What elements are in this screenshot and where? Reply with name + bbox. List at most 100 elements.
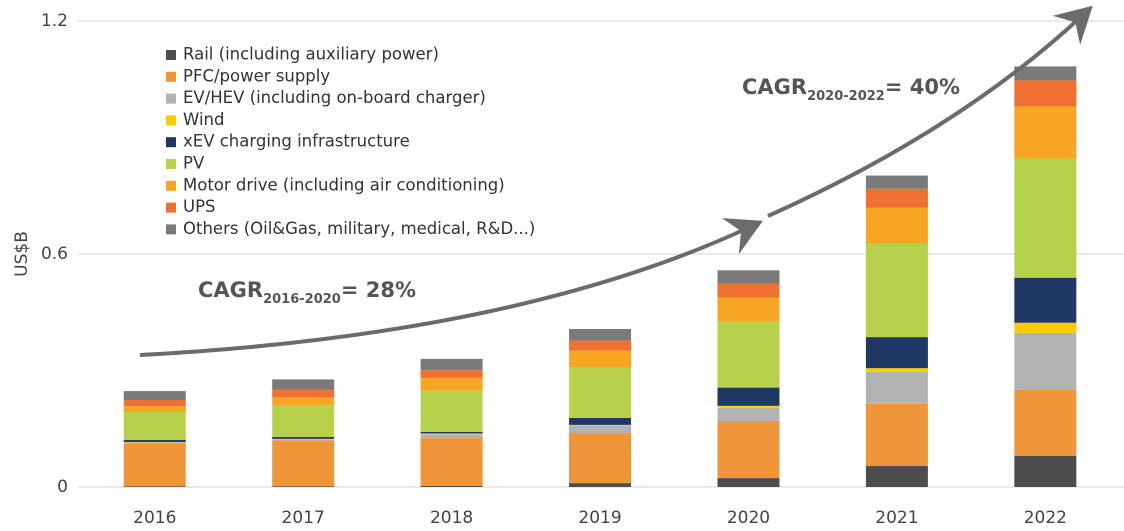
- bar-segment: [420, 358, 483, 371]
- bar-segment: [865, 403, 928, 467]
- legend-swatch: [166, 224, 176, 235]
- bar-segment: [1014, 322, 1077, 333]
- bar-segment: [569, 350, 632, 368]
- annotation: CAGR2020-2022= 40%: [742, 75, 960, 104]
- bar-segment: [569, 426, 632, 434]
- bar-segment: [717, 478, 780, 487]
- bar-segment: [123, 486, 186, 487]
- bar-segment: [717, 297, 780, 322]
- legend-swatch: [166, 202, 176, 213]
- annotation-part: = 28%: [341, 278, 416, 302]
- bar-segment: [123, 391, 186, 401]
- legend-label: UPS: [183, 197, 216, 216]
- bar-segment: [1014, 455, 1077, 487]
- legend-swatch: [166, 137, 176, 148]
- bar-segment: [865, 337, 928, 369]
- bar-segment: [569, 424, 632, 427]
- x-tick-label: 2021: [875, 508, 918, 528]
- bar-segment: [123, 440, 186, 442]
- bar-segment: [123, 442, 186, 444]
- bar-segment: [272, 397, 335, 406]
- bar-segment: [569, 483, 632, 487]
- bar-segment: [865, 372, 928, 404]
- x-tick-label: 2022: [1024, 508, 1067, 528]
- bar-segment: [865, 207, 928, 244]
- bar-segment: [420, 434, 483, 439]
- legend-label: Motor drive (including air conditioning): [183, 175, 505, 194]
- bar-segment: [1014, 277, 1077, 323]
- bar-segment: [865, 466, 928, 487]
- bar-segment: [1014, 106, 1077, 159]
- bar-segment: [420, 433, 483, 435]
- trend-arrow: [139, 218, 763, 357]
- x-tick-label: 2020: [727, 508, 770, 528]
- bar-segment: [717, 270, 780, 284]
- bar-segment: [272, 405, 335, 437]
- bar-segment: [123, 406, 186, 413]
- bar-segment: [1014, 332, 1077, 390]
- y-axis-label: US$B: [12, 231, 32, 277]
- bar-segment: [569, 328, 632, 341]
- legend-label: Rail (including auxiliary power): [183, 45, 439, 64]
- bar-segment: [569, 367, 632, 418]
- bar-segment: [272, 440, 335, 487]
- y-tick-label: 0.6: [41, 244, 68, 264]
- bar-segment: [569, 417, 632, 425]
- bar-segment: [420, 438, 483, 486]
- y-tick-label: 0: [57, 477, 68, 497]
- bar-segment: [272, 436, 335, 439]
- bar-segment: [717, 321, 780, 388]
- bar-segment: [420, 377, 483, 391]
- x-tick-label: 2016: [133, 508, 176, 528]
- trend-arrow: [767, 5, 1093, 218]
- bar-segment: [420, 370, 483, 378]
- bar-segment: [569, 340, 632, 351]
- legend-swatch: [166, 180, 176, 191]
- bar-segment: [1014, 158, 1077, 278]
- bar-segment: [865, 175, 928, 189]
- bar-segment: [865, 188, 928, 208]
- annotation-part: CAGR: [742, 75, 807, 99]
- legend-swatch: [166, 93, 176, 104]
- x-tick-label: 2019: [578, 508, 621, 528]
- bar-segment: [717, 283, 780, 298]
- legend-label: Others (Oil&Gas, military, medical, R&D.…: [183, 219, 535, 238]
- annotation-part: 2020-2022: [807, 89, 885, 104]
- bar-segment: [123, 412, 186, 441]
- bar-segment: [1014, 389, 1077, 456]
- legend-label: PFC/power supply: [183, 66, 330, 85]
- legend-swatch: [166, 115, 176, 126]
- bar-segment: [272, 379, 335, 390]
- legend-swatch: [166, 50, 176, 60]
- legend-label: PV: [183, 154, 205, 173]
- bar-segment: [1014, 80, 1077, 107]
- legend-label: EV/HEV (including on-board charger): [183, 88, 486, 107]
- bar-segment: [865, 368, 928, 373]
- bar-segment: [123, 443, 186, 487]
- bar-segment: [272, 439, 335, 441]
- bar-segment: [569, 433, 632, 484]
- bar-segment: [420, 390, 483, 432]
- bar-segment: [123, 400, 186, 407]
- bar-segment: [420, 431, 483, 434]
- legend-label: xEV charging infrastructure: [183, 132, 410, 151]
- bar-segment: [420, 485, 483, 487]
- y-tick-label: 1.2: [41, 11, 68, 31]
- bar-segment: [717, 405, 780, 408]
- legend-swatch: [166, 159, 176, 169]
- annotation-part: CAGR: [198, 278, 263, 302]
- legend-swatch: [166, 71, 176, 82]
- bar-segment: [717, 387, 780, 406]
- bar-segment: [272, 486, 335, 487]
- annotation-part: = 40%: [885, 75, 960, 99]
- bar-segment: [717, 420, 780, 479]
- x-tick-label: 2017: [282, 508, 325, 528]
- x-tick-label: 2018: [430, 508, 473, 528]
- bar-segment: [1014, 66, 1077, 81]
- legend-label: Wind: [183, 110, 224, 129]
- annotation-part: 2016-2020: [263, 292, 341, 307]
- annotation: CAGR2016-2020= 28%: [198, 278, 416, 307]
- bar-segment: [865, 243, 928, 338]
- bar-segment: [717, 407, 780, 421]
